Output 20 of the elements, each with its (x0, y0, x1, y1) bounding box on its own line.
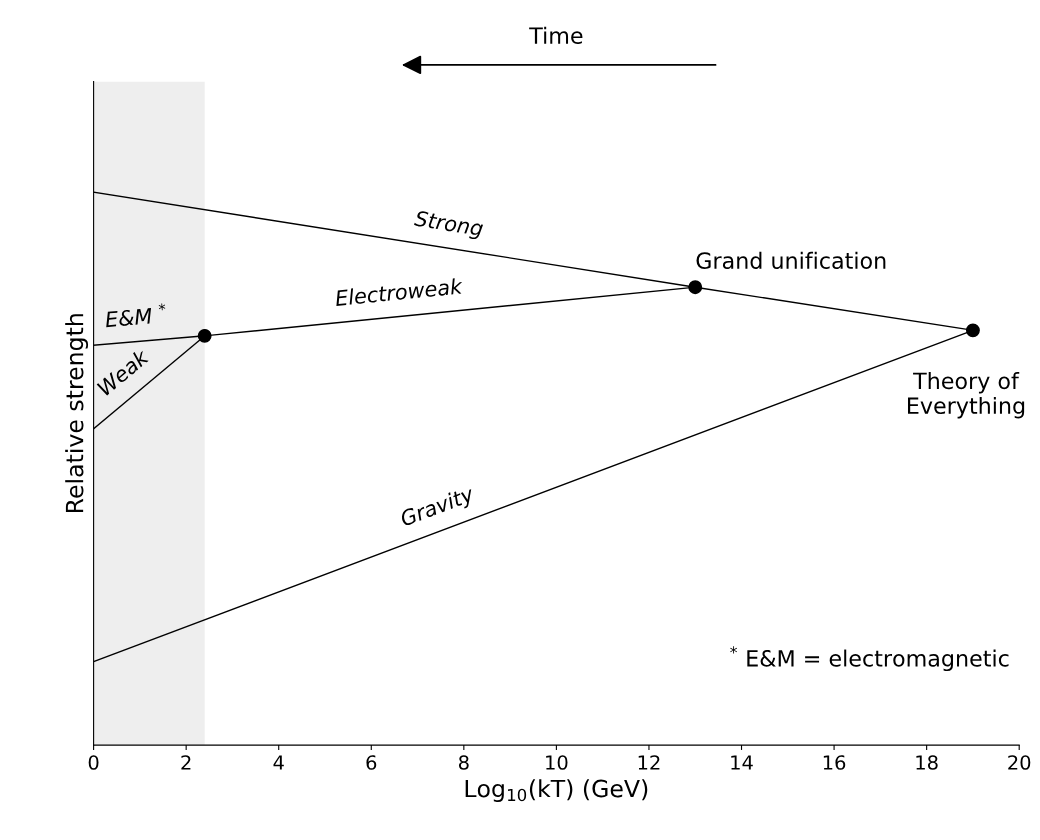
text: Electroweak (334, 277, 464, 307)
x-tick-label: 6 (366, 755, 377, 770)
x-tick-label: 4 (273, 755, 284, 770)
series-label: E&M $^{*}$ (104, 303, 167, 328)
annotation: Theory of Everything (908, 372, 1025, 419)
x-tick-label: 10 (546, 755, 568, 770)
x-tick-label: 16 (823, 755, 846, 770)
x-axis-title: Log$_{10}$(kT) (GeV) (465, 779, 648, 803)
annotation: Grand unification (696, 251, 886, 269)
x-tick-label: 12 (638, 755, 660, 770)
text: Time (529, 26, 583, 44)
annotation: $^{*}$ E&M = electromagnetic (730, 646, 1009, 672)
x-tick-label: 14 (731, 755, 753, 770)
text: Strong (413, 210, 484, 241)
x-tick-label: 18 (916, 755, 938, 770)
x-tick-label: 0 (88, 755, 99, 770)
x-tick-label: 2 (181, 755, 191, 770)
y-axis-title: Relative strength (65, 314, 89, 513)
x-tick-label: 20 (1008, 755, 1031, 770)
x-tick-label: 8 (458, 755, 469, 770)
